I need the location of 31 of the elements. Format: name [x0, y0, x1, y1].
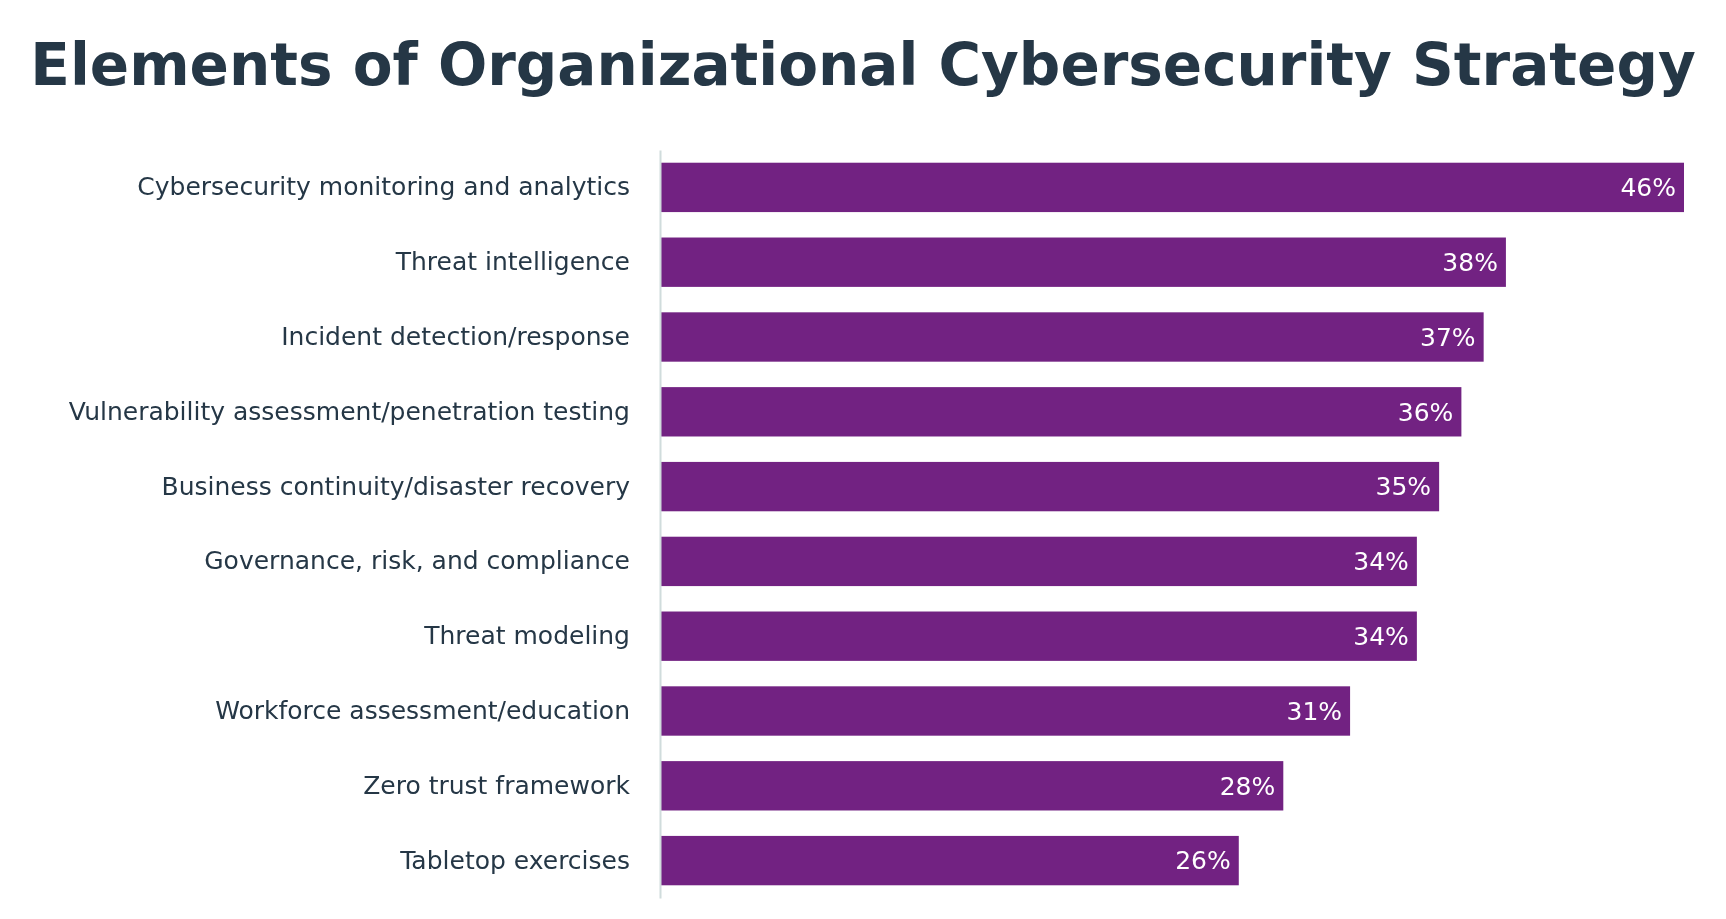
data-label: 38% [1442, 247, 1498, 277]
y-tick-label: Tabletop exercises [399, 845, 630, 875]
bar [660, 686, 1351, 736]
data-label: 28% [1219, 771, 1276, 801]
data-label: 31% [1286, 696, 1343, 726]
bar [660, 611, 1417, 661]
data-label: 34% [1353, 547, 1409, 577]
y-tick-label: Incident detection/response [281, 322, 630, 351]
data-label: 46% [1620, 173, 1676, 203]
bar [660, 387, 1462, 437]
bar [660, 162, 1684, 213]
data-label: 35% [1375, 472, 1432, 502]
bar [660, 835, 1239, 886]
y-tick-label: Workforce assessment/education [215, 696, 630, 725]
y-tick-label: Vulnerability assessment/penetration testing [68, 396, 630, 426]
data-label: 36% [1397, 397, 1454, 427]
bar [660, 461, 1440, 512]
y-tick-label: Threat intelligence [394, 247, 630, 277]
y-tick-label: Business continuity/disaster recovery [161, 471, 631, 501]
bar [660, 536, 1417, 587]
data-label: 26% [1175, 846, 1231, 876]
bar [660, 237, 1506, 287]
data-label: 37% [1420, 322, 1476, 352]
y-tick-label: Zero trust framework [363, 770, 631, 800]
chart-title: Elements of Organizational Cybersecurity Strategy [30, 31, 1696, 99]
bar [660, 312, 1484, 362]
y-tick-label: Cybersecurity monitoring and analytics [137, 172, 630, 202]
data-label: 34% [1353, 621, 1409, 651]
y-tick-label: Threat modeling [423, 621, 630, 651]
bar [660, 761, 1284, 811]
y-tick-label: Governance, risk, and compliance [204, 546, 630, 576]
